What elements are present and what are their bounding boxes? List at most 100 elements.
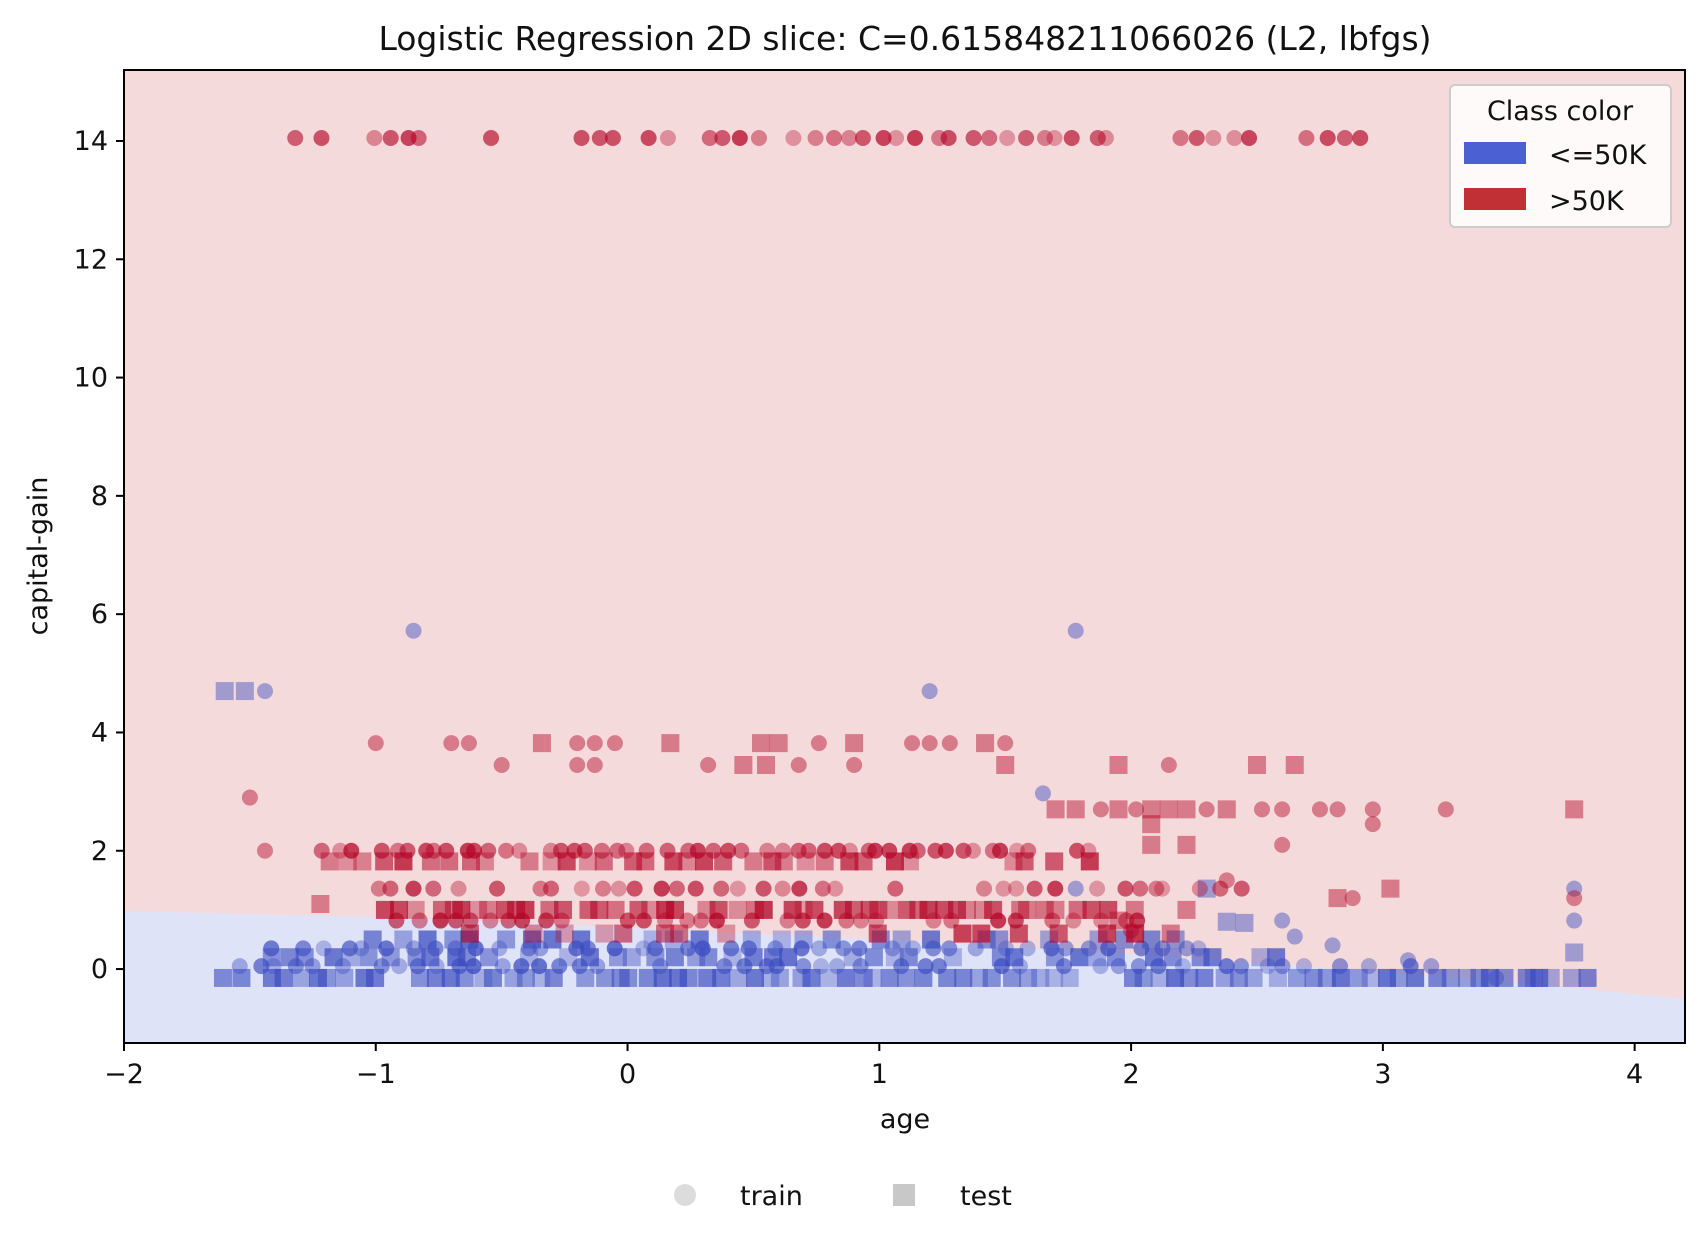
test-point (619, 968, 638, 987)
test-point (948, 900, 967, 919)
test-point (1166, 930, 1185, 949)
test-point (1046, 900, 1065, 919)
train-point (1274, 912, 1291, 929)
train-point (256, 683, 273, 700)
test-point (690, 930, 709, 949)
train-point (411, 912, 428, 929)
test-point (1031, 968, 1050, 987)
test-point (1247, 756, 1266, 774)
train-point (1065, 912, 1082, 929)
test-point (863, 968, 882, 987)
train-point (1274, 836, 1291, 853)
test-point (497, 930, 516, 949)
train-point (657, 912, 674, 929)
x-tick-label: −1 (356, 1059, 396, 1090)
train-point (810, 735, 827, 752)
test-point (1251, 948, 1270, 967)
test-point (394, 930, 413, 949)
train-point (755, 880, 772, 897)
test-point (590, 900, 609, 919)
y-tick-label: 4 (91, 717, 108, 748)
test-point (717, 924, 736, 943)
test-point (1524, 968, 1543, 987)
train-point (1332, 958, 1349, 975)
test-point (554, 900, 573, 919)
train-point (800, 842, 817, 859)
train-point (921, 735, 938, 752)
test-point (1166, 968, 1185, 987)
train-point (405, 880, 422, 897)
train-point (1295, 958, 1312, 975)
train-point (606, 940, 623, 957)
test-point (520, 852, 539, 871)
train-point (904, 735, 921, 752)
marker-legend: train test (674, 1181, 1012, 1212)
test-point (572, 930, 591, 949)
test-point (1142, 800, 1161, 819)
test-point (557, 852, 576, 871)
train-point (1089, 880, 1106, 897)
test-point (1389, 968, 1408, 987)
train-point (887, 880, 904, 897)
test-point (1361, 968, 1380, 987)
test-point (1235, 913, 1254, 932)
test-point (1082, 900, 1101, 919)
train-point (370, 880, 387, 897)
test-point (1098, 924, 1117, 943)
test-point (353, 852, 372, 871)
test-point (695, 852, 714, 871)
test-point (734, 756, 753, 774)
y-axis-label: capital-gain (23, 477, 54, 636)
train-point (1344, 890, 1361, 907)
legend-label-high: >50K (1549, 186, 1625, 217)
train-point (1117, 880, 1134, 897)
train-point (791, 880, 808, 897)
y-axis: 0 2 4 6 8 10 12 14 (74, 126, 124, 985)
test-point (421, 852, 440, 871)
test-point (578, 852, 597, 871)
train-point (500, 912, 517, 929)
test-point (1285, 756, 1304, 774)
train-point (941, 940, 958, 957)
test-point (1150, 968, 1169, 987)
test-point (1035, 900, 1054, 919)
train-point (1093, 912, 1110, 929)
train-point (256, 842, 273, 859)
train-point (1036, 130, 1053, 147)
train-point (701, 130, 718, 147)
test-point (1328, 889, 1347, 908)
train-point (388, 912, 405, 929)
train-point (1324, 937, 1341, 954)
test-point (406, 900, 425, 919)
train-label: train (740, 1181, 803, 1212)
train-point (841, 130, 858, 147)
test-point (869, 900, 888, 919)
train-point (907, 130, 924, 147)
train-point (723, 940, 740, 957)
train-point (1212, 880, 1229, 897)
train-point (1063, 130, 1080, 147)
train-point (925, 912, 942, 929)
test-point (542, 852, 561, 871)
test-point (1159, 800, 1178, 819)
train-point (1132, 880, 1149, 897)
test-point (522, 930, 541, 949)
y-tick-label: 2 (91, 836, 108, 867)
test-point (595, 924, 614, 943)
train-point (943, 912, 960, 929)
test-point (1142, 835, 1161, 854)
test-point (1009, 924, 1028, 943)
train-point (997, 735, 1014, 752)
train-point (569, 735, 586, 752)
test-point (215, 682, 234, 701)
test-point (1019, 968, 1038, 987)
test-point (678, 852, 697, 871)
train-point (493, 757, 510, 773)
test-point (1197, 879, 1216, 898)
chart-title: Logistic Regression 2D slice: C=0.615848… (378, 19, 1431, 58)
train-point (779, 912, 796, 929)
train-point (343, 842, 360, 859)
train-point (494, 958, 511, 975)
train-point (653, 880, 670, 897)
test-point (679, 968, 698, 987)
